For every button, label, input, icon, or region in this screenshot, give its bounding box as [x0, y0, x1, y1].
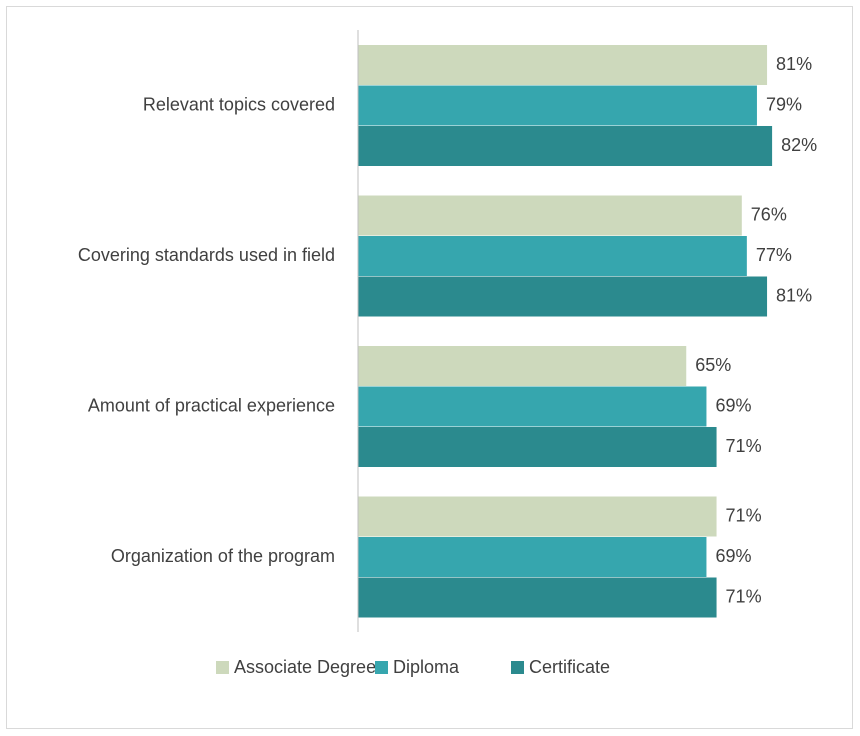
value-label: 82% — [781, 135, 817, 155]
value-label: 76% — [751, 205, 787, 225]
bar — [358, 346, 687, 386]
legend-swatch — [216, 661, 229, 674]
value-label: 71% — [726, 587, 762, 607]
value-label: 69% — [715, 396, 751, 416]
value-label: 71% — [726, 506, 762, 526]
legend-swatch — [375, 661, 388, 674]
value-label: 81% — [776, 54, 812, 74]
bar — [358, 577, 717, 618]
value-label: 69% — [715, 546, 751, 566]
category-label: Covering standards used in field — [78, 245, 335, 265]
bar — [358, 496, 717, 537]
value-label: 71% — [726, 436, 762, 456]
legend-label: Certificate — [529, 657, 610, 677]
value-label: 79% — [766, 95, 802, 115]
bar — [358, 386, 707, 427]
bar — [358, 45, 768, 85]
category-label: Relevant topics covered — [143, 95, 335, 115]
category-label: Amount of practical experience — [88, 396, 335, 416]
bar — [358, 537, 707, 577]
legend-label: Associate Degree — [234, 657, 376, 677]
value-label: 81% — [776, 286, 812, 306]
bar — [358, 126, 773, 166]
bar — [358, 195, 742, 236]
legend-swatch — [511, 661, 524, 674]
bar — [358, 276, 768, 317]
legend-label: Diploma — [393, 657, 460, 677]
bar — [358, 85, 757, 126]
value-label: 65% — [695, 355, 731, 375]
category-label: Organization of the program — [111, 546, 335, 566]
value-label: 77% — [756, 245, 792, 265]
bar — [358, 427, 717, 467]
bar — [358, 236, 747, 276]
